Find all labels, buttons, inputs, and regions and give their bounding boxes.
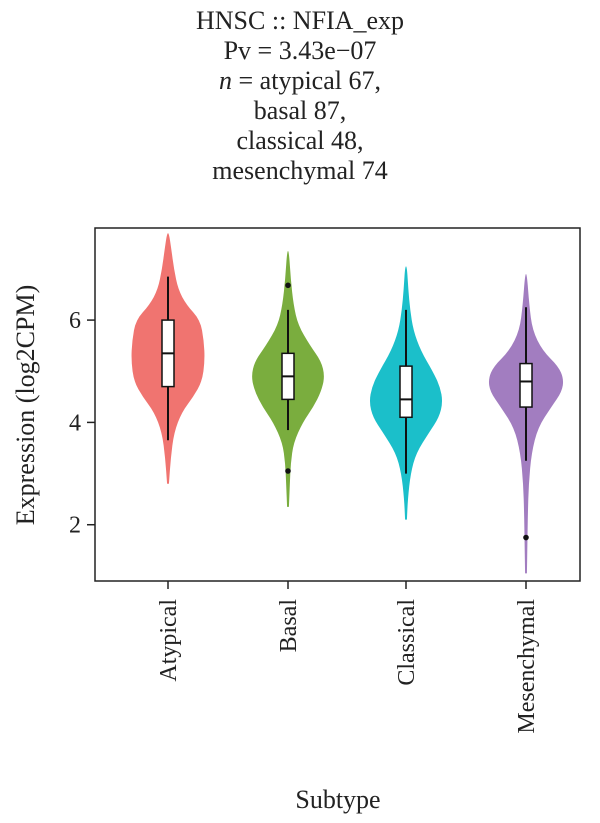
title-line-4: basal 87, <box>253 96 347 125</box>
outlier-basal-1 <box>285 468 291 474</box>
title-line-2: Pv = 3.43e−07 <box>223 36 377 65</box>
x-tick-label-mesenchymal: Mesenchymal <box>514 599 540 734</box>
y-tick-label-4: 4 <box>69 410 81 436</box>
plot-frame <box>94 227 581 582</box>
y-axis-title: Expression (log2CPM) <box>11 285 40 526</box>
title-line-6: mesenchymal 74 <box>212 156 388 185</box>
chart-title: HNSC :: NFIA_exp Pv = 3.43e−07 n = atypi… <box>0 6 600 186</box>
title-line-1: HNSC :: NFIA_exp <box>195 6 404 35</box>
title-n-symbol: n <box>219 66 233 95</box>
box-mesenchymal <box>519 362 533 408</box>
box-classical <box>399 365 413 419</box>
title-line-3: n = atypical 67, <box>0 66 600 96</box>
title-n-counts: = atypical 67, <box>232 66 381 95</box>
x-axis-title: Subtype <box>295 785 380 814</box>
x-tick-label-classical: Classical <box>394 599 420 686</box>
outlier-mesenchymal-0 <box>523 534 529 541</box>
x-tick-label-atypical: Atypical <box>156 599 182 682</box>
y-tick-label-2: 2 <box>69 513 81 539</box>
x-tick-label-basal: Basal <box>276 599 302 653</box>
title-line-5: classical 48, <box>236 126 364 155</box>
y-tick-label-6: 6 <box>69 308 81 334</box>
outlier-basal-0 <box>285 282 291 289</box>
